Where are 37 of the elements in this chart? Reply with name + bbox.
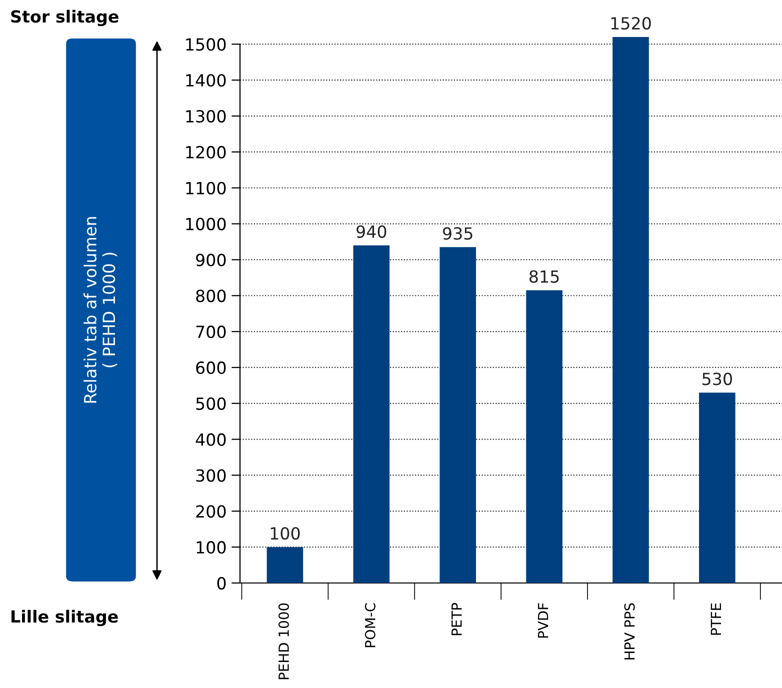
y-tick-label: 300 [196, 469, 226, 482]
y-tick-label: 0 [217, 576, 226, 590]
data-label: 940 [356, 225, 386, 238]
x-tick-label: PEHD 1000 [278, 603, 289, 680]
bar [266, 547, 304, 583]
x-tick-label: PVDF [538, 603, 548, 638]
data-label: 935 [442, 227, 472, 240]
data-label: 100 [270, 527, 300, 540]
y-tick-label: 800 [196, 290, 226, 302]
y-tick-label: 200 [196, 505, 226, 518]
y-tick-label: 1100 [186, 182, 226, 194]
y-tick-label: 100 [196, 541, 226, 554]
bar [699, 392, 736, 583]
bar [612, 37, 649, 583]
bar [526, 290, 562, 583]
data-label: 1520 [611, 16, 651, 30]
y-tick-label: 1300 [186, 110, 226, 123]
y-tick-label: 500 [196, 397, 226, 410]
y-tick-label: 700 [196, 326, 226, 338]
y-tick-label: 1500 [186, 38, 226, 51]
text: Stor slitage [11, 10, 118, 26]
y-tick-label: 1200 [186, 146, 226, 159]
x-tick-label: POM-C [364, 603, 376, 648]
x-tick-label: PETP [452, 602, 462, 636]
y-tick-label: 1400 [186, 74, 226, 87]
bar [440, 247, 476, 583]
bar [353, 245, 390, 583]
y-tick-label: 400 [196, 433, 226, 446]
y-axis-title: Relativ tab af volumen ( PEHD 1000 ) [84, 217, 118, 403]
y-tick-label: 600 [196, 361, 226, 374]
data-label: 530 [702, 372, 732, 386]
x-tick-label: HPV PPS [624, 603, 635, 660]
x-tick-label: PTFE [710, 603, 721, 635]
text: Lille slitage [12, 610, 118, 626]
y-tick-label: 900 [196, 254, 226, 266]
data-label: 815 [530, 270, 559, 283]
y-tick-label: 1000 [186, 218, 226, 230]
